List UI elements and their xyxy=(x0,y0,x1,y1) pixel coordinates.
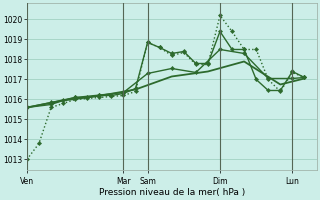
X-axis label: Pression niveau de la mer( hPa ): Pression niveau de la mer( hPa ) xyxy=(99,188,245,197)
